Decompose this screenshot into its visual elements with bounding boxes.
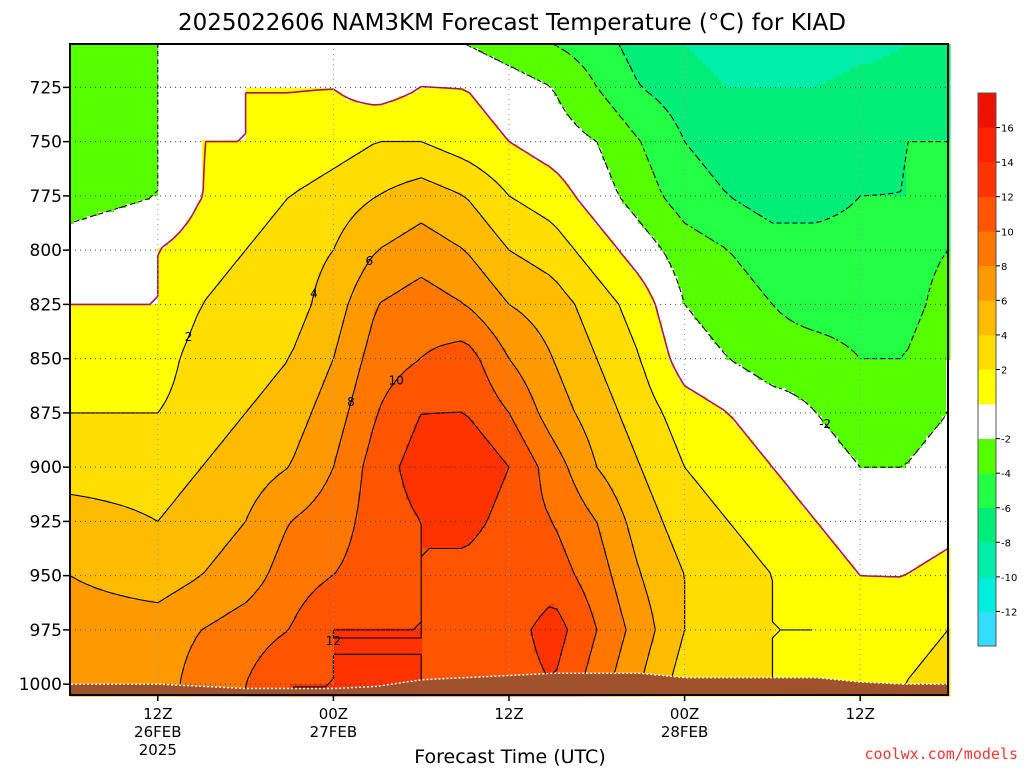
- colorbar-tick-label: 6: [1001, 296, 1007, 307]
- x-axis-label: Forecast Time (UTC): [414, 746, 605, 768]
- y-tick-label: 775: [30, 187, 62, 207]
- contour-label: -2: [819, 417, 831, 431]
- contour-label: 2: [185, 330, 193, 344]
- y-tick-label: 850: [30, 350, 62, 370]
- y-tick-label: 925: [30, 512, 62, 532]
- colorbar-tick-label: -12: [1001, 607, 1017, 618]
- colorbar-swatch: [978, 370, 996, 405]
- colorbar-tick-label: 14: [1001, 158, 1014, 169]
- y-tick-label: 750: [30, 133, 62, 153]
- chart-title: 2025022606 NAM3KM Forecast Temperature (…: [178, 10, 846, 36]
- colorbar-tick-label: 2: [1001, 366, 1007, 377]
- x-tick-label: 12Z: [846, 705, 875, 723]
- colorbar-swatch: [978, 128, 996, 163]
- x-tick-label: 00Z: [670, 705, 699, 723]
- colorbar-swatch: [978, 231, 996, 266]
- x-tick-label: 27FEB: [310, 723, 357, 741]
- y-tick-label: 975: [30, 621, 62, 641]
- colorbar-tick-label: -10: [1001, 573, 1017, 584]
- y-tick-label: 725: [30, 78, 62, 98]
- x-tick-label: 00Z: [319, 705, 348, 723]
- colorbar-swatch: [978, 473, 996, 508]
- x-tick-label: 2025: [139, 741, 177, 759]
- colorbar-swatch: [978, 300, 996, 335]
- colorbar-tick-label: -8: [1001, 538, 1011, 549]
- y-tick-label: 1000: [19, 675, 62, 695]
- colorbar-swatch: [978, 335, 996, 370]
- colorbar-swatch: [978, 197, 996, 232]
- y-tick-label: 800: [30, 241, 62, 261]
- contour-label: 6: [365, 254, 373, 268]
- plot-area: -2 2 4 6 8 10 12: [70, 44, 951, 697]
- colorbar-tick-label: 8: [1001, 262, 1007, 273]
- contour-label: 8: [347, 395, 355, 409]
- colorbar-tick-label: 4: [1001, 331, 1007, 342]
- colorbar-tick-label: 12: [1001, 193, 1014, 204]
- y-tick-label: 825: [30, 295, 62, 315]
- y-tick-label: 950: [30, 567, 62, 587]
- y-axis: 725 750 775 800 825 850 875 900 925 950 975 1000: [19, 78, 70, 695]
- colorbar-swatch: [978, 93, 996, 128]
- colorbar-swatch: [978, 508, 996, 543]
- colorbar-swatch: [978, 542, 996, 577]
- colorbar-legend: -12 -10 -8 -6 -4 -2 2 4 6 8 10 12 14 16: [978, 93, 1017, 646]
- y-tick-label: 875: [30, 404, 62, 424]
- colorbar-swatch: [978, 162, 996, 197]
- colorbar-swatch: [978, 439, 996, 474]
- x-tick-label: 12Z: [494, 705, 523, 723]
- x-tick-label: 12Z: [143, 705, 172, 723]
- colorbar-swatch: [978, 611, 996, 646]
- colorbar-tick-label: 10: [1001, 227, 1014, 238]
- source-credit: coolwx.com/models: [864, 745, 1018, 763]
- colorbar-swatch: [978, 577, 996, 612]
- y-tick-label: 900: [30, 458, 62, 478]
- contour-label: 10: [388, 373, 403, 387]
- colorbar-tick-label: -2: [1001, 435, 1011, 446]
- contour-label: 4: [310, 287, 318, 301]
- x-tick-label: 26FEB: [134, 723, 181, 741]
- x-tick-label: 28FEB: [661, 723, 708, 741]
- colorbar-tick-label: 16: [1001, 124, 1014, 135]
- colorbar-tick-label: -6: [1001, 504, 1011, 515]
- colorbar-swatch: [978, 266, 996, 301]
- contour-label: 12: [326, 634, 341, 648]
- colorbar-tick-label: -4: [1001, 469, 1011, 480]
- colorbar-swatch: [978, 404, 996, 439]
